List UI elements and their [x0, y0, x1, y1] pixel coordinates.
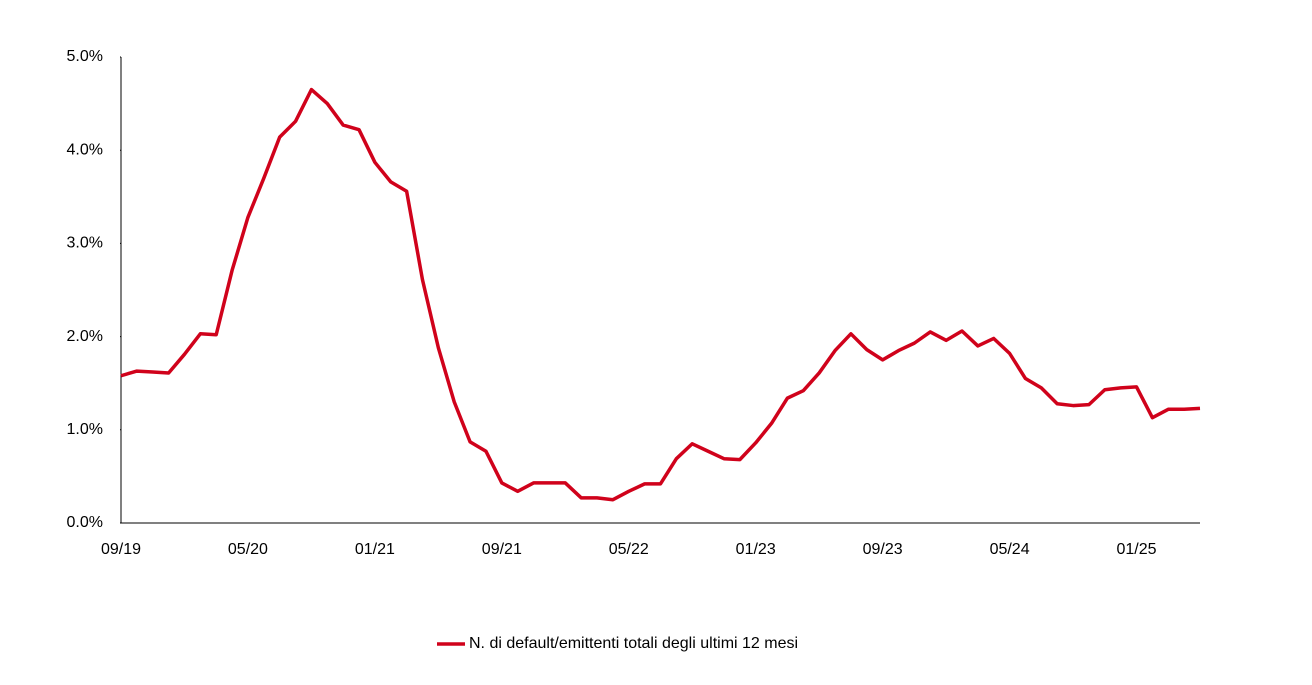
x-tick-label: 01/25 — [1117, 541, 1157, 558]
y-tick-label: 3.0% — [67, 235, 103, 252]
y-tick-label: 0.0% — [67, 514, 103, 531]
y-tick-label: 1.0% — [67, 421, 103, 438]
x-tick-label: 05/20 — [228, 541, 268, 558]
x-tick-label: 01/21 — [355, 541, 395, 558]
y-tick-label: 2.0% — [67, 328, 103, 345]
y-tick-label: 4.0% — [67, 141, 103, 158]
x-tick-label: 01/23 — [736, 541, 776, 558]
x-tick-label: 05/22 — [609, 541, 649, 558]
data-line — [120, 87, 1201, 502]
y-tick-label: 5.0% — [67, 48, 103, 65]
x-tick-label: 05/24 — [990, 541, 1030, 558]
x-tick-label: 09/23 — [863, 541, 903, 558]
legend-label: N. di default/emittenti totali degli ult… — [469, 635, 798, 652]
x-tick-label: 09/19 — [101, 541, 141, 558]
x-tick-label: 09/21 — [482, 541, 522, 558]
